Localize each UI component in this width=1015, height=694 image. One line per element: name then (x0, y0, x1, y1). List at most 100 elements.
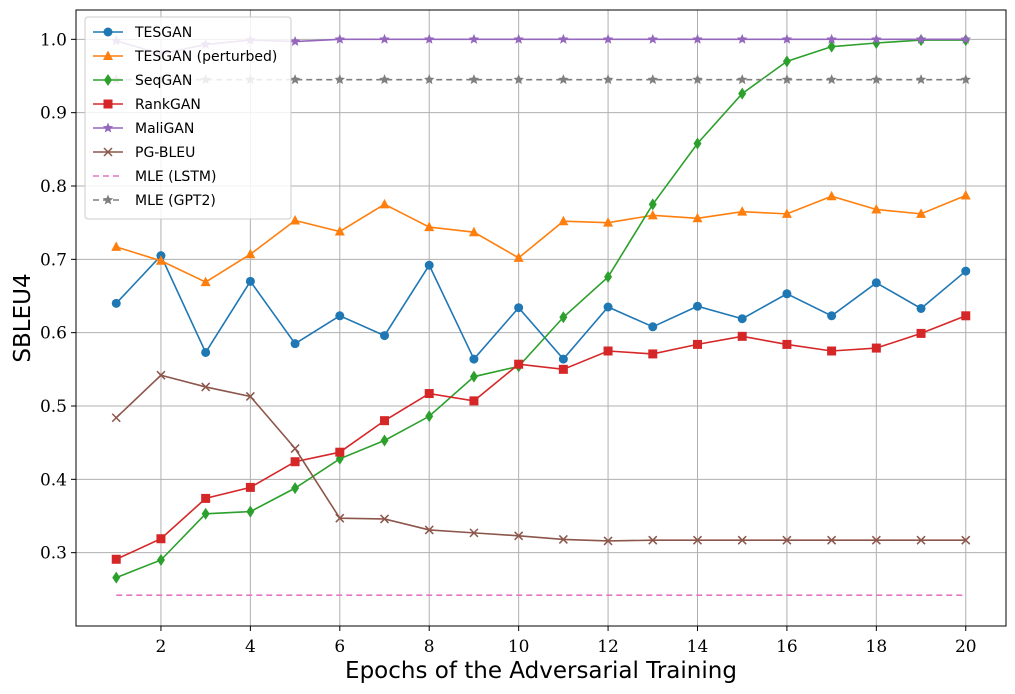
y-tick-label: 0.8 (40, 177, 67, 197)
data-point (201, 493, 211, 503)
data-point (335, 447, 345, 457)
x-tick-label: 4 (245, 637, 256, 657)
data-point (469, 354, 479, 364)
data-point (558, 354, 568, 364)
data-point (603, 302, 613, 312)
data-point (961, 266, 971, 276)
series-line-tesgan-perturbed (116, 194, 967, 283)
data-point (290, 339, 300, 349)
data-point (200, 276, 211, 287)
legend-item: MLE (GPT2) (93, 193, 216, 209)
series-pg-bleu (111, 370, 971, 546)
data-point (604, 270, 613, 283)
data-point (737, 314, 747, 324)
series-tesgan (111, 251, 971, 364)
data-point (648, 349, 658, 359)
data-point (156, 554, 165, 566)
data-point (736, 74, 748, 85)
data-point (781, 33, 793, 44)
data-point (469, 528, 479, 538)
y-tick-label: 0.4 (40, 470, 67, 490)
data-point (201, 382, 211, 392)
data-point (424, 260, 434, 270)
x-tick-label: 14 (687, 637, 709, 657)
data-point (558, 364, 568, 374)
data-point (647, 74, 659, 85)
data-point (290, 214, 301, 225)
data-point (156, 370, 166, 380)
data-point (424, 221, 435, 232)
data-point (916, 208, 927, 218)
data-point (961, 311, 971, 321)
data-point (111, 241, 122, 251)
legend-item: RankGAN (93, 97, 201, 113)
data-point (155, 255, 166, 265)
y-tick-label: 1.0 (40, 30, 67, 50)
data-point (201, 347, 211, 357)
data-point (782, 289, 792, 299)
data-point (692, 33, 703, 44)
data-point (513, 252, 524, 262)
data-point (916, 328, 926, 338)
x-tick-label: 6 (334, 637, 345, 657)
legend-label: SeqGAN (135, 73, 192, 89)
x-tick-label: 2 (156, 637, 167, 657)
legend-marker (103, 147, 113, 157)
data-point (111, 298, 121, 308)
data-point (423, 74, 435, 85)
legend-label: TESGAN (134, 25, 192, 41)
data-point (602, 33, 614, 44)
data-point (603, 346, 613, 356)
legend-label: MLE (GPT2) (135, 193, 216, 209)
data-point (737, 535, 747, 545)
data-point (379, 74, 390, 85)
data-point (111, 413, 121, 423)
data-point (290, 444, 300, 454)
legend-item: PG-BLEU (93, 145, 195, 161)
y-tick-label: 0.3 (40, 544, 67, 564)
data-point (782, 55, 791, 68)
legend-label: TESGAN (perturbed) (134, 49, 277, 65)
y-tick-label: 0.5 (40, 397, 67, 417)
legend-label: PG-BLEU (135, 145, 195, 161)
data-point (469, 370, 478, 383)
legend-marker (102, 194, 114, 205)
x-tick-label: 10 (508, 637, 530, 657)
legend-marker (102, 122, 114, 133)
data-point (291, 482, 300, 495)
data-point (827, 40, 836, 53)
data-point (380, 434, 389, 447)
data-point (871, 343, 881, 353)
data-point (379, 514, 390, 524)
series-line-pg-bleu (115, 374, 966, 542)
data-point (335, 513, 345, 523)
data-point (334, 225, 345, 236)
legend-marker (103, 50, 113, 60)
x-tick-label: 12 (597, 637, 619, 657)
legend-label: MaliGAN (135, 121, 194, 137)
data-point (379, 198, 390, 209)
legend-item: MaliGAN (93, 121, 194, 137)
data-point (156, 534, 166, 544)
data-point (647, 33, 659, 44)
data-point (693, 137, 702, 150)
data-point (289, 36, 301, 46)
legend-item: MLE (LSTM) (93, 169, 216, 185)
data-point (246, 505, 255, 518)
series-tesgan-perturbed (111, 190, 971, 287)
data-point (737, 331, 747, 341)
data-point (647, 209, 658, 220)
data-point (469, 396, 479, 406)
data-point (514, 359, 524, 369)
x-tick-label: 16 (776, 637, 798, 657)
data-point (871, 74, 882, 85)
legend-item: TESGAN (93, 25, 192, 41)
data-point (782, 339, 792, 349)
data-point (692, 301, 702, 311)
data-point (916, 535, 926, 545)
legend-marker (103, 27, 113, 37)
data-point (782, 535, 792, 545)
legend-marker (104, 74, 112, 86)
data-point (871, 535, 881, 545)
